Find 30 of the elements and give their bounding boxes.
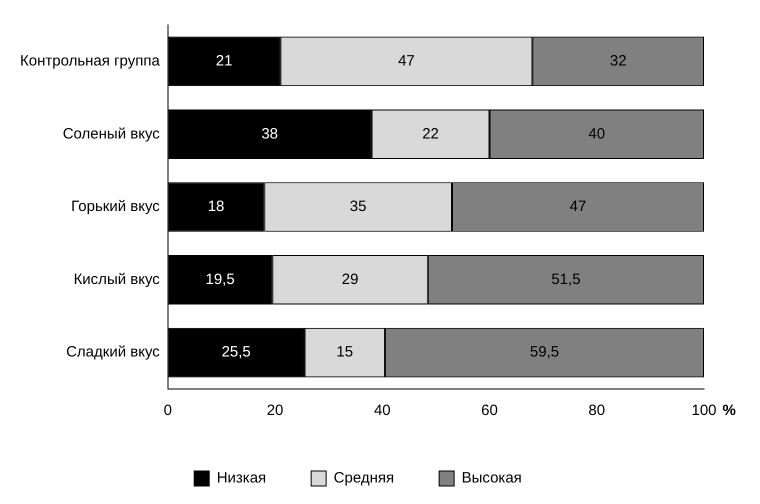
data-label: 51,5 bbox=[551, 270, 581, 288]
data-label: 19,5 bbox=[205, 270, 235, 288]
y-tick-label: Контрольная группа bbox=[20, 52, 160, 70]
x-tick-label: 100 bbox=[691, 402, 717, 420]
data-label: 32 bbox=[610, 52, 627, 70]
x-axis-title: % bbox=[722, 402, 736, 420]
x-tick-label: 20 bbox=[266, 402, 284, 420]
legend-label: Низкая bbox=[216, 470, 266, 487]
data-label: 59,5 bbox=[530, 344, 560, 361]
data-label: 21 bbox=[216, 52, 232, 70]
legend-label: Средняя bbox=[334, 470, 394, 487]
data-label: 40 bbox=[588, 125, 606, 142]
legend-label: Высокая bbox=[462, 470, 522, 487]
data-label: 18 bbox=[208, 198, 224, 216]
data-label: 25,5 bbox=[222, 344, 251, 361]
data-label: 29 bbox=[342, 270, 358, 288]
data-label: 35 bbox=[350, 198, 366, 216]
x-tick-label: 40 bbox=[374, 402, 391, 420]
y-tick-label: Горький вкус bbox=[71, 198, 160, 216]
x-tick-label: 0 bbox=[164, 402, 172, 420]
data-label: 15 bbox=[336, 344, 354, 361]
data-label: 38 bbox=[261, 125, 278, 142]
data-label: 22 bbox=[422, 125, 439, 142]
y-tick-label: Соленый вкус bbox=[62, 125, 160, 142]
x-tick-label: 60 bbox=[481, 402, 498, 420]
x-tick-label: 80 bbox=[588, 402, 606, 420]
y-tick-label: Кислый вкус bbox=[74, 270, 160, 288]
data-label: 47 bbox=[398, 52, 415, 70]
data-label: 47 bbox=[570, 198, 586, 216]
y-tick-label: Сладкий вкус bbox=[66, 344, 160, 361]
